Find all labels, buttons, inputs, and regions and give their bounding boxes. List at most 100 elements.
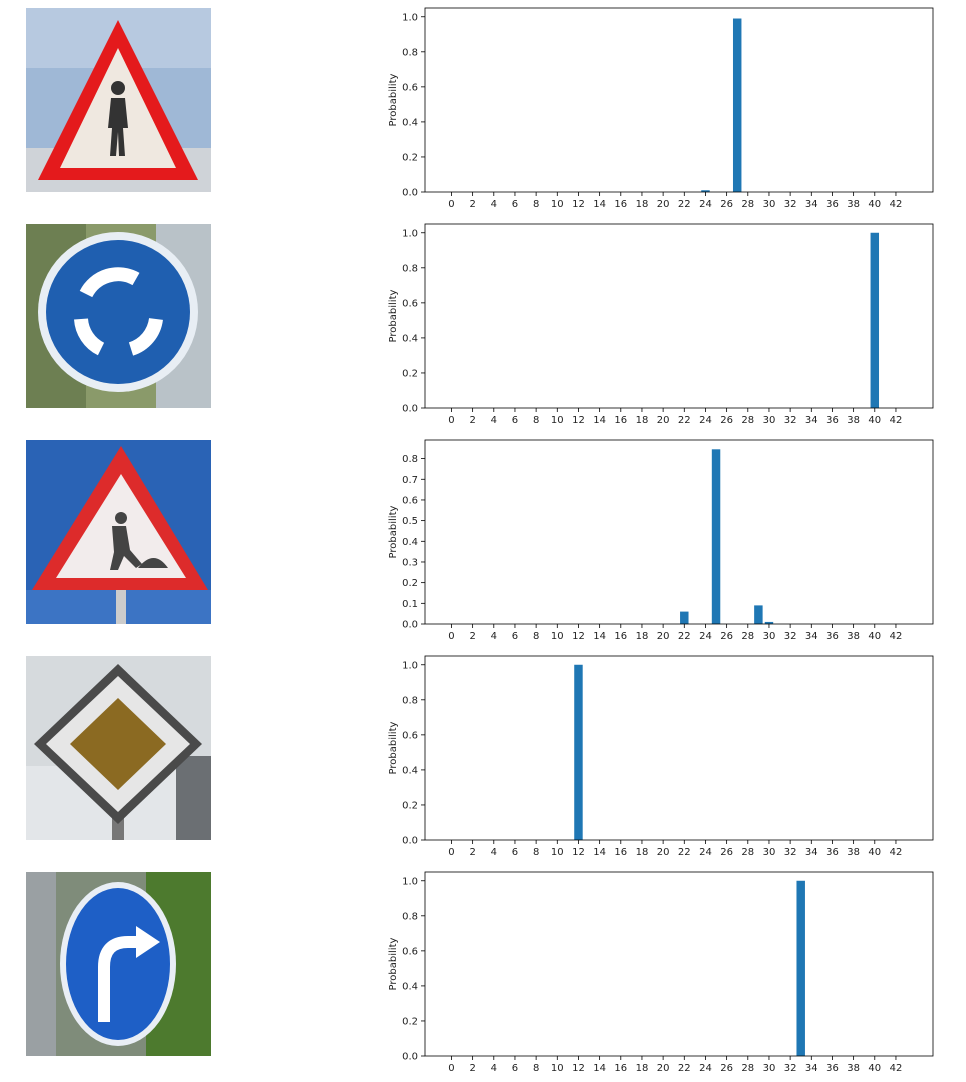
y-tick-label: 0.6 — [402, 946, 418, 957]
x-tick-label: 32 — [784, 199, 797, 210]
x-tick-label: 2 — [469, 847, 475, 858]
y-tick-label: 1.0 — [402, 12, 418, 23]
x-tick-label: 34 — [805, 415, 818, 426]
bar — [711, 449, 721, 624]
chart: 0.00.20.40.60.81.00 2 4 6 8 10 12 14 16 18 20 22 24 2… — [388, 655, 934, 858]
x-tick-label: 12 — [572, 415, 585, 426]
x-tick-label: 22 — [678, 847, 691, 858]
road-work-sign-icon — [26, 440, 211, 624]
x-tick-label: 0 — [448, 847, 454, 858]
x-tick-label: 0 — [448, 415, 454, 426]
x-tick-label: 18 — [636, 847, 649, 858]
x-tick-label: 32 — [784, 847, 797, 858]
x-tick-label: 10 — [551, 631, 564, 642]
x-tick-label: 0 — [448, 631, 454, 642]
bar — [870, 232, 880, 408]
y-tick-label: 0.4 — [402, 537, 418, 548]
y-axis-label: Probability — [388, 73, 399, 126]
x-tick-label: 30 — [763, 1063, 776, 1074]
y-tick-label: 0.0 — [402, 836, 418, 847]
x-tick-label: 14 — [593, 631, 606, 642]
x-tick-label: 36 — [826, 1063, 839, 1074]
x-tick-label: 22 — [678, 415, 691, 426]
pedestrians-sign-icon — [26, 8, 211, 192]
x-tick-label: 36 — [826, 415, 839, 426]
bar — [754, 605, 763, 624]
x-tick-label: 0 — [448, 199, 454, 210]
x-tick-label: 40 — [868, 415, 881, 426]
x-tick-label: 6 — [512, 415, 518, 426]
priority-road-sign-icon — [26, 656, 211, 840]
x-tick-label: 6 — [512, 199, 518, 210]
x-tick-label: 22 — [678, 199, 691, 210]
y-tick-label: 0.1 — [402, 599, 418, 610]
x-tick-label: 18 — [636, 631, 649, 642]
y-tick-label: 0.4 — [402, 765, 418, 776]
x-tick-label: 24 — [699, 199, 712, 210]
x-tick-label: 42 — [890, 415, 903, 426]
chart: 0.00.20.40.60.81.00 2 4 6 8 10 12 14 16 18 20 22 24 2… — [388, 7, 934, 210]
y-tick-label: 0.3 — [402, 557, 418, 568]
x-tick-label: 22 — [678, 631, 691, 642]
prediction-row: 0.0 0.2 0.4 0.6 0.8 1.0 0 2 4 6 8 10 12 14 16 18 20 22 24 2… — [0, 216, 966, 432]
x-tick-label: 40 — [868, 1063, 881, 1074]
y-tick-label: 0.2 — [402, 578, 418, 589]
x-tick-label: 36 — [826, 199, 839, 210]
x-tick-label: 6 — [512, 1063, 518, 1074]
x-tick-label: 18 — [636, 1063, 649, 1074]
bar — [764, 621, 774, 624]
plot-frame — [424, 871, 934, 1057]
x-tick-label: 2 — [469, 415, 475, 426]
roundabout-sign-icon — [26, 224, 211, 408]
x-tick-label: 38 — [847, 847, 860, 858]
y-tick-label: 0.2 — [402, 800, 418, 811]
x-tick-label: 2 — [469, 631, 475, 642]
x-tick-label: 6 — [512, 847, 518, 858]
x-tick-label: 20 — [657, 199, 670, 210]
x-tick-label: 24 — [699, 631, 712, 642]
x-tick-label: 26 — [720, 631, 733, 642]
bar — [680, 611, 689, 624]
y-tick-label: 0.0 — [402, 404, 418, 415]
x-tick-label: 28 — [741, 199, 754, 210]
x-tick-label: 36 — [826, 631, 839, 642]
x-tick-label: 34 — [805, 847, 818, 858]
chart: 0.00.10.20.30.40.50.60.70.80 2 4 6 8 10 12 14 16… — [388, 439, 934, 642]
y-axis-label: Probability — [388, 937, 399, 990]
x-tick-label: 24 — [699, 847, 712, 858]
x-tick-label: 18 — [636, 415, 649, 426]
x-tick-label: 8 — [533, 847, 539, 858]
x-tick-label: 30 — [763, 631, 776, 642]
x-tick-label: 30 — [763, 415, 776, 426]
x-tick-label: 14 — [593, 199, 606, 210]
y-tick-label: 0.0 — [402, 620, 418, 631]
x-tick-label: 0 — [448, 1063, 454, 1074]
y-tick-label: 0.4 — [402, 117, 418, 128]
x-tick-label: 8 — [533, 631, 539, 642]
x-tick-label: 32 — [784, 1063, 797, 1074]
x-tick-label: 34 — [805, 1063, 818, 1074]
x-tick-label: 38 — [847, 415, 860, 426]
x-tick-label: 12 — [572, 631, 585, 642]
y-tick-label: 1.0 — [402, 660, 418, 671]
y-tick-label: 0.6 — [402, 298, 418, 309]
y-axis-label: Probability — [388, 289, 399, 342]
x-tick-label: 4 — [491, 415, 497, 426]
x-tick-label: 26 — [720, 415, 733, 426]
y-tick-label: 0.0 — [402, 1052, 418, 1063]
x-tick-label: 28 — [741, 631, 754, 642]
chart: 0.00.20.40.60.81.00 2 4 6 8 10 12 14 16 18 20 22 24 2… — [388, 871, 934, 1074]
x-tick-label: 42 — [890, 631, 903, 642]
x-tick-label: 42 — [890, 199, 903, 210]
x-tick-label: 40 — [868, 199, 881, 210]
y-axis-label: Probability — [388, 721, 399, 774]
x-tick-label: 10 — [551, 415, 564, 426]
y-tick-label: 0.6 — [402, 82, 418, 93]
x-tick-label: 14 — [593, 1063, 606, 1074]
x-tick-label: 28 — [741, 1063, 754, 1074]
prediction-row: 0.0 0.1 0.2 0.3 0.4 0.5 0.6 0.7 0.8 0 2 4 6 8 10 12 14 16… — [0, 432, 966, 648]
x-tick-label: 16 — [614, 199, 627, 210]
x-tick-label: 16 — [614, 631, 627, 642]
x-tick-label: 28 — [741, 847, 754, 858]
y-tick-label: 0.6 — [402, 730, 418, 741]
